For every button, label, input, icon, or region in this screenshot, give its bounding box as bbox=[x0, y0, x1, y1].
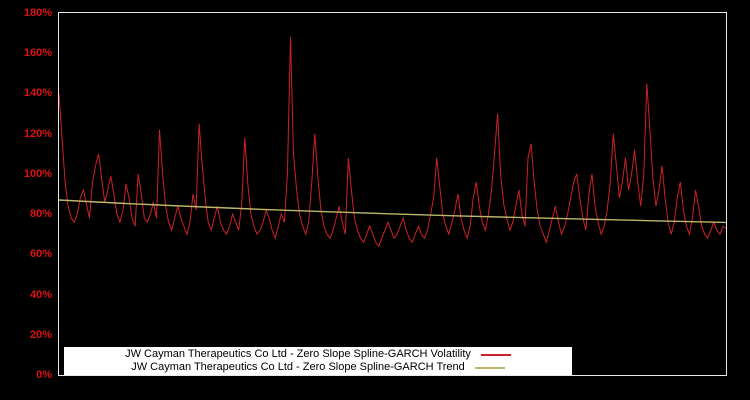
legend-label-volatility: JW Cayman Therapeutics Co Ltd - Zero Slo… bbox=[125, 348, 471, 360]
y-tick-label: 80% bbox=[29, 208, 52, 221]
y-tick-label: 0% bbox=[36, 369, 52, 381]
legend-item-volatility: JW Cayman Therapeutics Co Ltd - Zero Slo… bbox=[64, 348, 572, 361]
y-tick-label: 40% bbox=[29, 288, 52, 301]
volatility-line bbox=[59, 37, 726, 248]
y-tick-label: 100% bbox=[23, 167, 52, 180]
trend-line-swatch bbox=[474, 366, 505, 369]
chart-canvas bbox=[59, 37, 726, 248]
plot-area bbox=[58, 12, 727, 376]
y-tick-label: 180% bbox=[23, 7, 52, 19]
trend-line bbox=[59, 199, 726, 224]
y-axis: 0% 20% 40% 60% 80% 100% 120% 140% 160% 180% bbox=[0, 0, 52, 400]
y-tick-label: 20% bbox=[29, 328, 52, 341]
volatility-line-swatch bbox=[480, 353, 511, 356]
legend-item-trend: JW Cayman Therapeutics Co Ltd - Zero Slo… bbox=[64, 361, 572, 374]
chart-legend: JW Cayman Therapeutics Co Ltd - Zero Slo… bbox=[64, 347, 572, 375]
legend-label-trend: JW Cayman Therapeutics Co Ltd - Zero Slo… bbox=[131, 361, 465, 373]
y-tick-label: 160% bbox=[23, 47, 52, 60]
y-tick-label: 120% bbox=[23, 127, 52, 140]
y-tick-label: 60% bbox=[29, 248, 52, 261]
y-tick-label: 140% bbox=[23, 87, 52, 100]
